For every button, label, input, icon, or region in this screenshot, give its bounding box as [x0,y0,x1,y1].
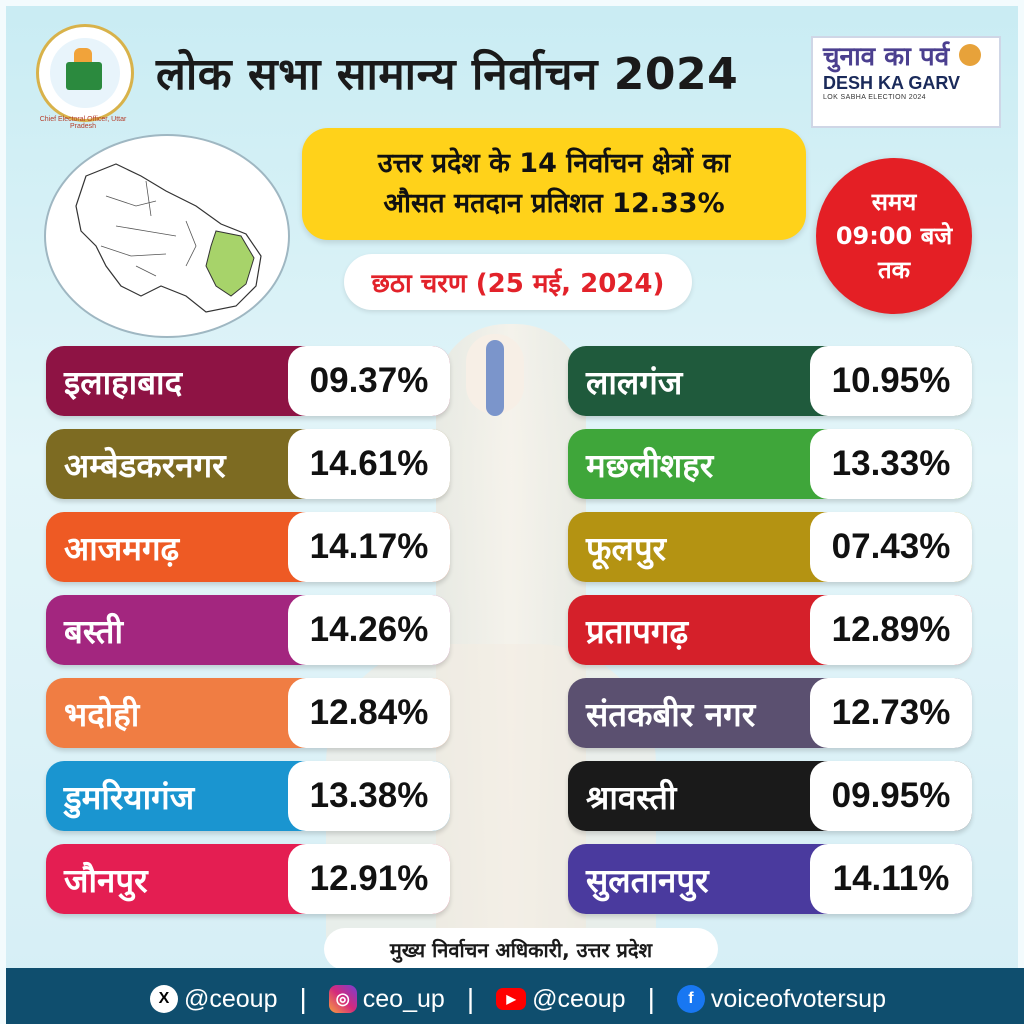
constituency-name: बस्ती [64,611,124,651]
time-value: 09:00 बजे [835,222,953,250]
constituency-row: डुमरियागंज 13.38% [46,761,450,831]
constituency-name: डुमरियागंज [64,777,195,817]
voter-icon [959,44,981,66]
constituency-row: संतकबीर नगर 12.73% [568,678,972,748]
constituency-name: मछलीशहर [586,445,714,485]
campaign-hindi: चुनाव का पर्व [823,42,950,72]
summary-line-1: उत्तर प्रदेश के 14 निर्वाचन क्षेत्रों का [377,148,731,179]
turnout-percentage: 12.91% [288,844,450,914]
divider: | [647,983,655,1014]
instagram-handle: ceo_up [362,984,445,1013]
logo-caption: Chief Electoral Officer, Uttar Pradesh [39,116,127,130]
ceo-logo [36,24,134,122]
constituency-name: संतकबीर नगर [586,694,756,734]
turnout-percentage: 12.84% [288,678,450,748]
constituency-row: भदोही 12.84% [46,678,450,748]
constituency-row: जौनपुर 12.91% [46,844,450,914]
constituency-name: आजमगढ़ [64,528,180,568]
turnout-percentage: 14.61% [288,429,450,499]
time-badge: समय 09:00 बजे तक [816,158,972,314]
youtube-handle: @ceoup [532,984,626,1013]
youtube-icon: ▶ [496,988,527,1010]
constituency-name: भदोही [64,694,140,734]
up-map [44,134,290,338]
inked-finger-icon [326,324,656,964]
average-turnout-banner: उत्तर प्रदेश के 14 निर्वाचन क्षेत्रों का… [302,128,806,240]
turnout-percentage: 12.73% [810,678,972,748]
time-suffix: तक [877,256,911,284]
summary-line-2: औसत मतदान प्रतिशत 12.33% [383,188,725,219]
constituency-row: इलाहाबाद 09.37% [46,346,450,416]
constituency-name: अम्बेडकरनगर [64,445,226,485]
campaign-english: DESH KA GARV [823,73,961,93]
turnout-percentage: 14.17% [288,512,450,582]
turnout-percentage: 12.89% [810,595,972,665]
campaign-logo: चुनाव का पर्व DESH KA GARV LOK SABHA ELE… [811,36,1001,128]
youtube-link[interactable]: ▶ @ceoup [496,985,626,1014]
constituency-name: प्रतापगढ़ [586,611,689,651]
constituency-name: सुलतानपुर [586,860,709,900]
constituency-name: जौनपुर [64,860,148,900]
turnout-percentage: 14.26% [288,595,450,665]
x-link[interactable]: X @ceoup [150,985,278,1014]
x-icon: X [150,985,178,1013]
officer-credit: मुख्य निर्वाचन अधिकारी, उत्तर प्रदेश [324,928,718,970]
facebook-link[interactable]: f voiceofvotersup [676,984,886,1014]
constituency-row: फूलपुर 07.43% [568,512,972,582]
ballot-box-icon [50,38,120,108]
map-icon [75,163,262,313]
turnout-percentage: 13.38% [288,761,450,831]
facebook-handle: voiceofvotersup [710,984,886,1013]
turnout-percentage: 10.95% [810,346,972,416]
constituency-row: श्रावस्ती 09.95% [568,761,972,831]
constituency-name: लालगंज [586,362,683,402]
turnout-percentage: 07.43% [810,512,972,582]
divider: | [466,983,475,1014]
constituency-name: श्रावस्ती [586,777,677,817]
instagram-link[interactable]: ◎ ceo_up [328,984,445,1014]
phase-label: छठा चरण (25 मई, 2024) [344,254,692,310]
constituency-row: लालगंज 10.95% [568,346,972,416]
constituency-row: आजमगढ़ 14.17% [46,512,450,582]
x-handle: @ceoup [184,984,278,1013]
constituency-row: प्रतापगढ़ 12.89% [568,595,972,665]
constituency-name: इलाहाबाद [64,362,183,402]
campaign-subtitle: LOK SABHA ELECTION 2024 [823,94,926,101]
constituency-row: बस्ती 14.26% [46,595,450,665]
turnout-percentage: 09.95% [810,761,972,831]
social-bar: X @ceoup | ◎ ceo_up | ▶ @ceoup | f voice… [6,968,1024,1024]
turnout-percentage: 14.11% [810,844,972,914]
page-title: लोक सभा सामान्य निर्वाचन 2024 [156,49,739,100]
facebook-icon: f [676,985,705,1013]
instagram-icon: ◎ [328,985,357,1013]
constituency-name: फूलपुर [586,528,667,568]
turnout-percentage: 13.33% [810,429,972,499]
turnout-percentage: 09.37% [288,346,450,416]
time-label: समय [871,188,917,216]
divider: | [299,983,307,1014]
constituency-row: अम्बेडकरनगर 14.61% [46,429,450,499]
constituency-row: सुलतानपुर 14.11% [568,844,972,914]
constituency-row: मछलीशहर 13.33% [568,429,972,499]
